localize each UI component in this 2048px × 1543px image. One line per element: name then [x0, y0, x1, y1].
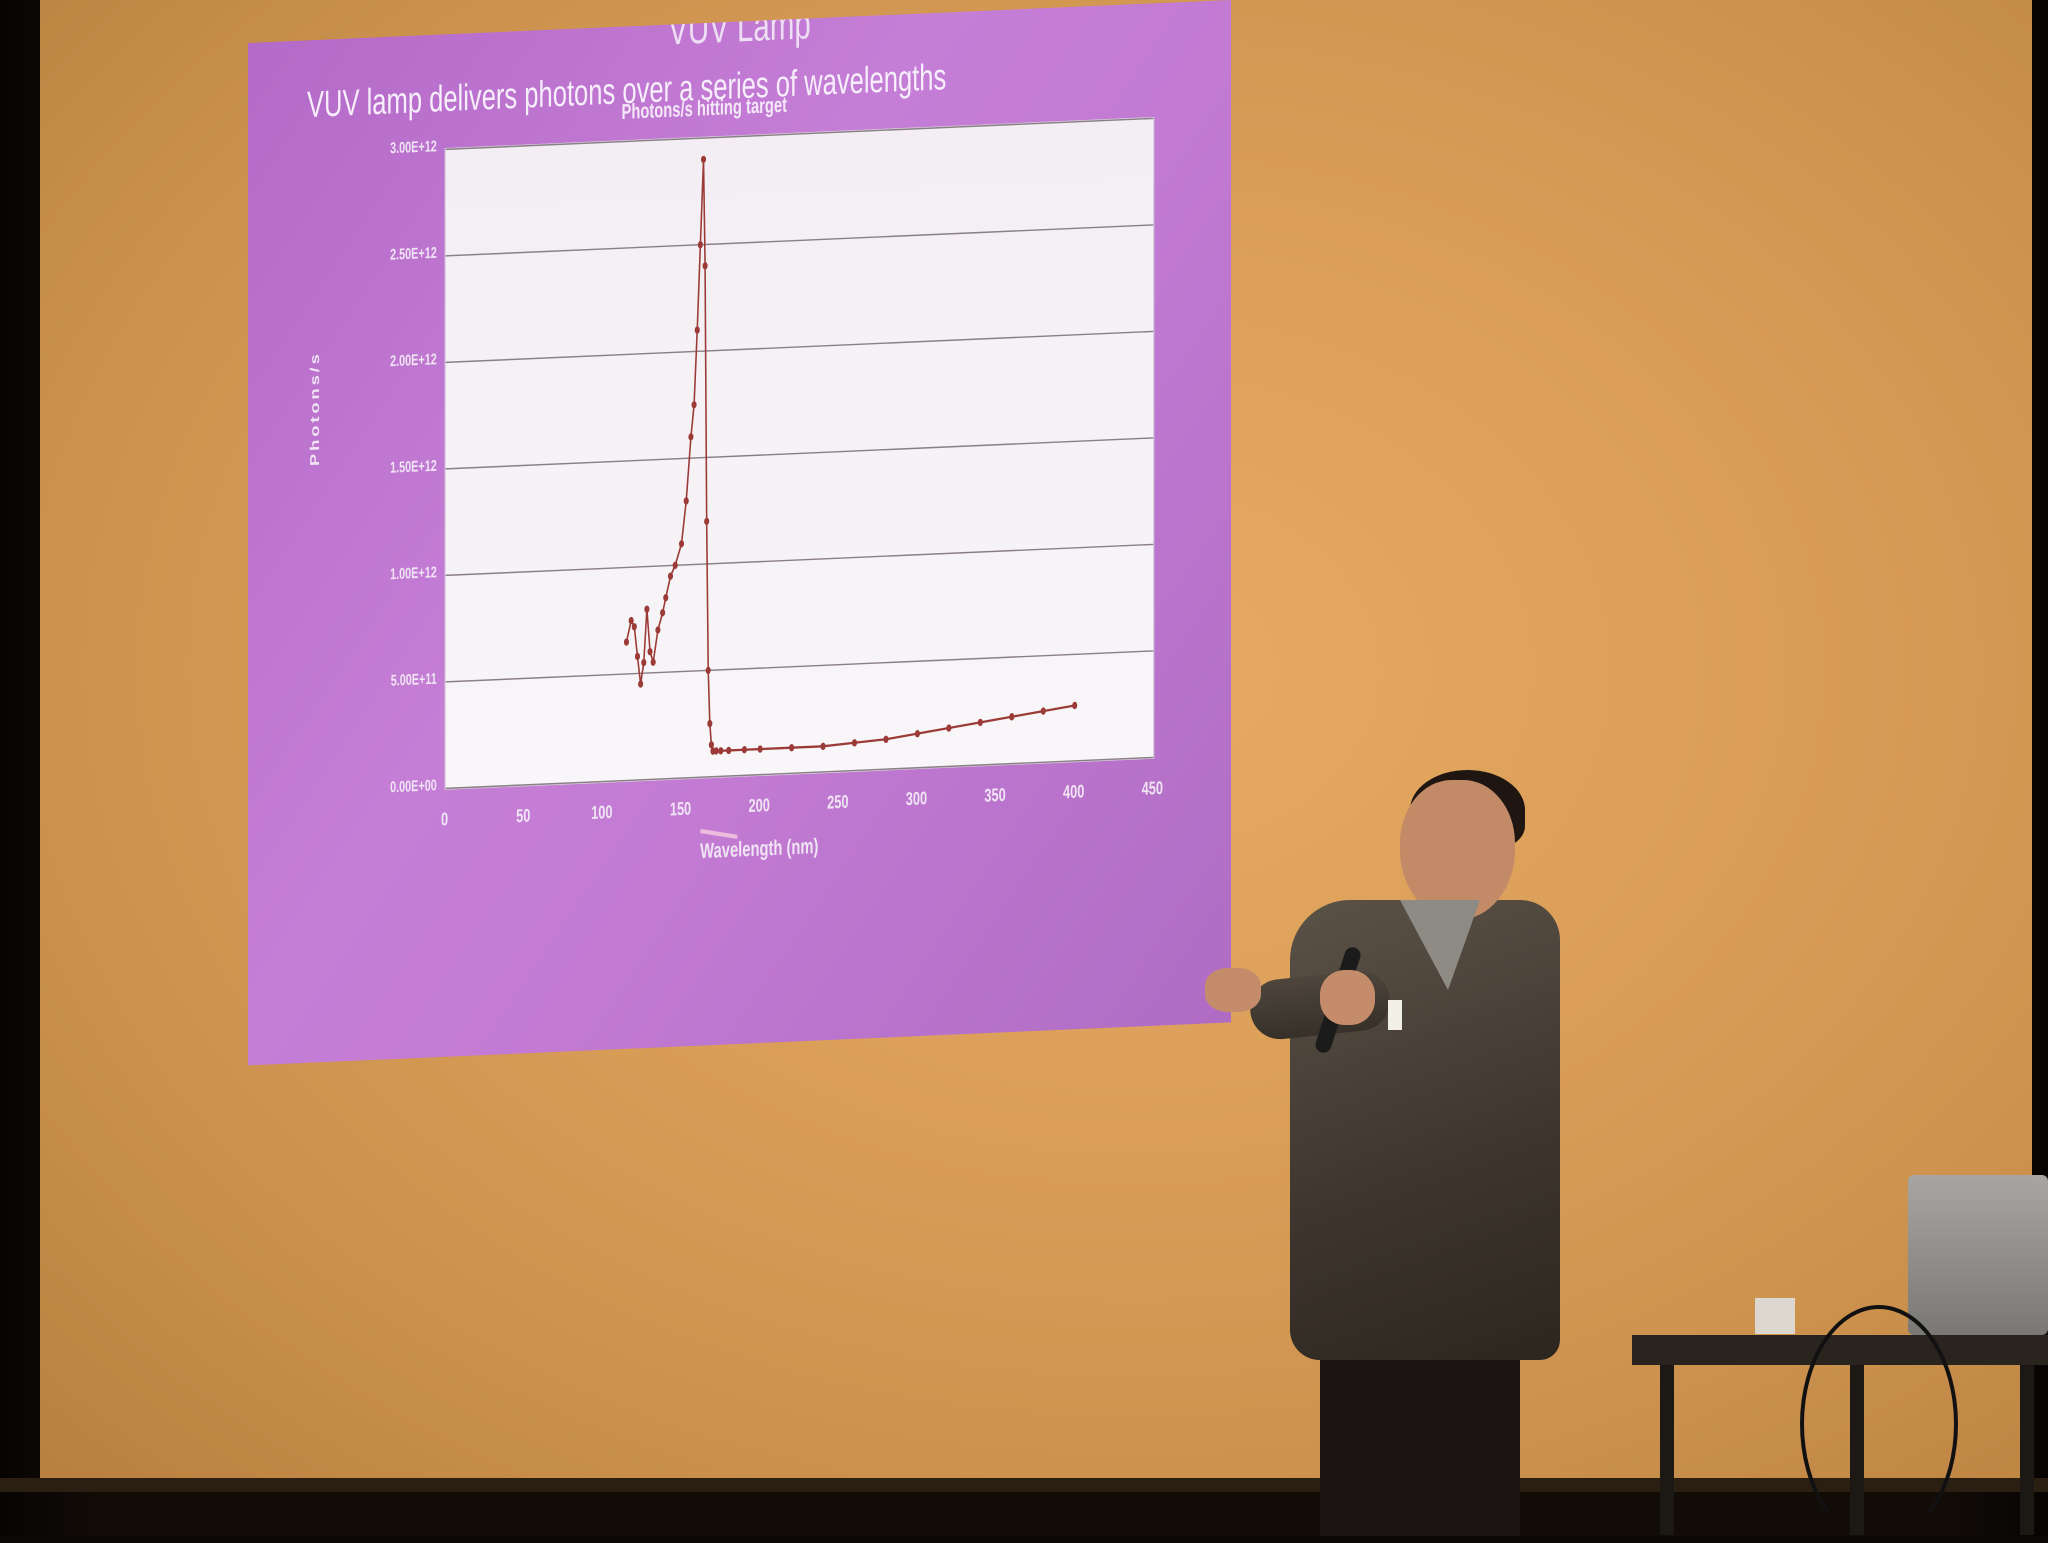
data-point: [678, 540, 685, 548]
x-axis-label: Wavelength (nm): [700, 834, 819, 864]
y-tick-label: 5.00E+11: [390, 670, 437, 690]
data-point: [667, 572, 674, 580]
data-point: [650, 658, 656, 666]
data-point: [707, 719, 713, 728]
y-axis-label: Photons/s: [306, 350, 322, 467]
y-tick-label: 1.00E+12: [390, 564, 437, 584]
data-point: [623, 638, 630, 646]
laser-pointer-dot: [700, 828, 738, 839]
data-point: [820, 742, 826, 750]
data-point: [644, 605, 650, 613]
table-leg: [1660, 1365, 1674, 1535]
presenter-mic-hand: [1320, 970, 1375, 1025]
gridline: [445, 650, 1154, 683]
y-tick-label: 1.50E+12: [390, 457, 437, 477]
data-point: [713, 747, 719, 755]
gridline: [445, 224, 1154, 257]
data-point: [726, 746, 732, 755]
data-point: [641, 658, 647, 667]
x-tick-label: 350: [984, 783, 1006, 806]
presenter-legs: [1320, 1350, 1520, 1536]
name-badge: [1388, 1000, 1402, 1030]
stage-edge: [0, 1478, 2048, 1492]
gridline: [445, 756, 1154, 790]
x-tick-label: 200: [748, 794, 770, 817]
data-point: [688, 433, 694, 441]
data-point: [638, 680, 644, 688]
table-leg: [2020, 1365, 2034, 1535]
data-point: [851, 739, 858, 747]
cable: [1800, 1305, 1958, 1543]
x-tick-label: 400: [1063, 780, 1085, 803]
y-tick-label: 3.00E+12: [390, 138, 437, 158]
gridline: [445, 437, 1154, 470]
data-point: [647, 647, 653, 656]
x-tick-label: 150: [669, 797, 692, 820]
laptop: [1908, 1175, 2048, 1335]
data-point: [697, 241, 703, 249]
data-point: [741, 746, 747, 754]
data-point: [977, 718, 983, 727]
x-tick-label: 250: [827, 790, 849, 813]
data-point: [660, 609, 666, 617]
x-tick-label: 100: [591, 800, 613, 824]
data-point: [628, 616, 634, 625]
y-tick-label: 2.50E+12: [390, 244, 437, 264]
data-point: [718, 747, 724, 755]
x-tick-label: 0: [441, 808, 449, 830]
series-line: [625, 159, 1075, 753]
data-point: [757, 745, 763, 753]
data-point: [672, 561, 678, 570]
data-point: [914, 729, 920, 738]
data-point: [634, 652, 641, 661]
data-point: [704, 517, 710, 526]
data-point: [1009, 713, 1015, 721]
data-point: [1072, 701, 1078, 710]
data-point: [705, 666, 711, 675]
presenter-pointing-hand: [1205, 968, 1261, 1012]
data-point: [663, 594, 669, 602]
data-point: [700, 155, 707, 164]
projected-slide: VUV Lamp VUV lamp delivers photons over …: [248, 0, 1231, 1066]
data-point: [691, 401, 697, 409]
data-point: [708, 741, 714, 749]
data-point: [702, 262, 708, 270]
chart-svg: [445, 117, 1154, 790]
plot-area: [444, 116, 1155, 790]
gridline: [445, 330, 1154, 364]
gridline: [445, 117, 1154, 151]
presenter-head: [1400, 780, 1515, 920]
y-tick-label: 0.00E+00: [390, 777, 437, 797]
data-point: [789, 743, 795, 752]
gridline: [445, 543, 1154, 577]
data-point: [946, 724, 952, 732]
data-point: [1040, 707, 1046, 715]
data-point: [883, 735, 889, 743]
data-point: [683, 497, 689, 505]
data-point: [694, 326, 700, 334]
x-tick-label: 300: [905, 787, 928, 810]
small-box: [1755, 1298, 1795, 1334]
presenter-jacket: [1290, 900, 1560, 1360]
data-point: [655, 626, 661, 634]
data-point: [631, 623, 637, 631]
y-tick-label: 2.00E+12: [390, 351, 437, 371]
x-tick-label: 450: [1141, 776, 1164, 800]
x-tick-label: 50: [516, 804, 531, 827]
